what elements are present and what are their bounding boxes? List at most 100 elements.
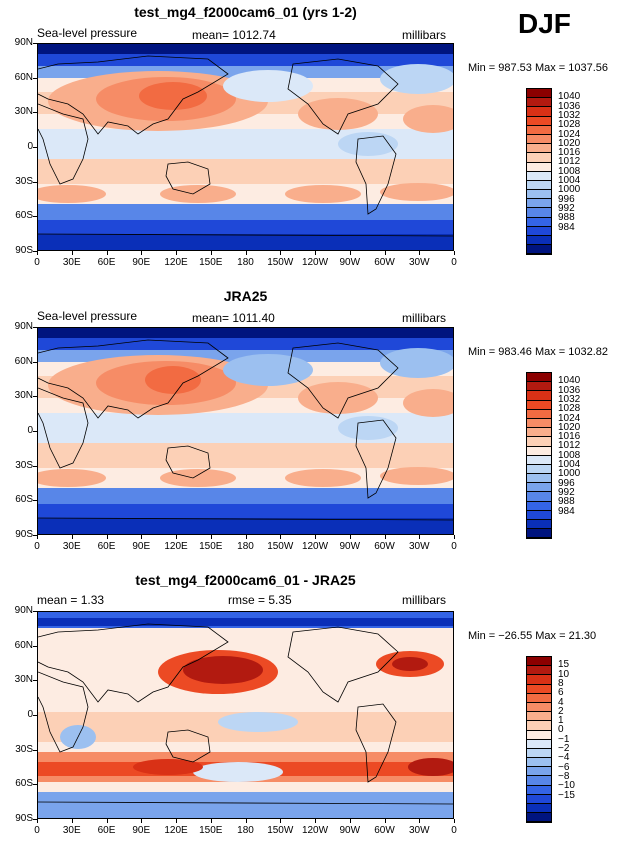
x-tick — [384, 535, 386, 539]
colorbar-swatch — [527, 520, 551, 530]
y-tick-label: 90N — [14, 605, 33, 616]
colorbar-label: 1024 — [558, 412, 581, 424]
x-tick — [141, 251, 143, 255]
coastline — [165, 445, 211, 479]
colorbar-swatch — [527, 813, 551, 823]
x-tick-label: 90E — [132, 257, 151, 268]
lat-band — [38, 328, 453, 338]
x-tick — [454, 251, 455, 255]
panel3-units: millibars — [402, 593, 447, 607]
icelandic-low — [380, 64, 453, 94]
y-tick-label: 0 — [27, 141, 33, 152]
y-tick — [33, 77, 37, 79]
lat-band — [38, 518, 453, 534]
diff-pacific-neg — [193, 762, 283, 782]
map-field-3 — [38, 612, 453, 818]
colorbar-label: 1016 — [558, 431, 581, 443]
y-tick — [33, 112, 37, 114]
panel2-map — [37, 327, 454, 535]
x-tick — [349, 819, 351, 823]
colorbar-swatch — [527, 98, 551, 108]
x-tick — [210, 819, 212, 823]
x-tick-label: 60E — [97, 257, 116, 268]
diff-tropical-neg — [218, 712, 298, 732]
y-tick-label: 60N — [14, 639, 33, 651]
x-tick — [384, 251, 386, 255]
lat-band — [38, 54, 453, 66]
diff-natl-pos-core — [392, 657, 428, 671]
colorbar-swatch — [527, 675, 551, 685]
x-tick-label: 120W — [301, 825, 329, 836]
panel2-units: millibars — [402, 311, 447, 325]
colorbar-label: 988 — [558, 212, 575, 224]
y-tick — [33, 680, 37, 682]
colorbar-label: 1000 — [558, 468, 581, 480]
x-tick — [349, 535, 351, 539]
colorbar-label: 1004 — [558, 459, 581, 470]
x-tick-label: 120E — [164, 825, 188, 836]
colorbar-swatch — [527, 776, 551, 786]
y-tick — [33, 500, 37, 502]
x-tick-label: 30W — [408, 541, 430, 552]
colorbar-swatch — [527, 748, 551, 759]
x-tick — [176, 535, 177, 539]
x-tick — [106, 819, 108, 823]
coastline — [165, 729, 211, 763]
x-tick-label: 0 — [34, 825, 40, 836]
colorbar-swatch — [527, 739, 551, 749]
y-tick — [33, 645, 37, 647]
colorbar-swatch — [527, 208, 551, 218]
colorbar-label: 6 — [558, 687, 564, 699]
colorbar-swatch — [527, 382, 551, 392]
panel2-title: JRA25 — [223, 288, 268, 304]
x-tick — [210, 535, 212, 539]
panel1-variable: Sea-level pressure — [37, 26, 138, 40]
x-tick-label: 90W — [339, 825, 361, 836]
colorbar-label: 984 — [558, 505, 575, 517]
x-tick-label: 60E — [97, 825, 116, 836]
subtropical-high — [160, 469, 236, 487]
lat-band — [38, 44, 453, 54]
colorbar-label: 1 — [558, 715, 564, 727]
subtropical-high — [285, 185, 361, 203]
x-tick-label: 150W — [267, 257, 294, 268]
colorbar-swatch — [527, 144, 551, 154]
colorbar-label: 1008 — [558, 165, 581, 177]
colorbar — [526, 656, 552, 824]
x-tick-label: 30W — [408, 257, 430, 268]
coastline — [287, 626, 399, 703]
y-tick — [33, 749, 37, 751]
x-tick-label: 30W — [408, 825, 430, 836]
y-tick-label: 90N — [14, 321, 33, 332]
y-tick-label: 60S — [15, 210, 33, 222]
x-tick — [384, 819, 386, 823]
colorbar-label: 988 — [558, 496, 575, 508]
colorbar — [526, 88, 552, 256]
coastline — [355, 703, 397, 783]
colorbar-swatch — [527, 217, 551, 227]
y-tick-label: 60S — [15, 494, 33, 506]
x-tick-label: 120W — [301, 541, 329, 552]
x-tick — [176, 819, 177, 823]
coastline — [287, 58, 399, 135]
colorbar-swatch — [527, 785, 551, 795]
colorbar-label: 1036 — [558, 100, 581, 112]
colorbar-swatch — [527, 180, 551, 191]
icelandic-low — [380, 348, 453, 378]
x-tick — [106, 535, 108, 539]
y-tick-label: 90S — [15, 813, 33, 824]
colorbar-label: 8 — [558, 677, 564, 689]
x-tick-label: 150W — [267, 825, 294, 836]
subtropical-high — [38, 185, 106, 203]
panel2-mean: mean= 1011.40 — [192, 311, 275, 325]
x-tick-label: 60W — [374, 541, 395, 552]
lat-band — [38, 443, 453, 468]
x-tick-label: 90W — [339, 541, 361, 552]
coastline — [38, 623, 229, 703]
y-tick — [33, 611, 37, 612]
x-tick — [37, 251, 38, 255]
na-high — [298, 98, 378, 130]
x-tick-label: 60E — [97, 541, 116, 552]
colorbar-label: −15 — [558, 789, 575, 801]
equatorial-low — [338, 416, 398, 440]
